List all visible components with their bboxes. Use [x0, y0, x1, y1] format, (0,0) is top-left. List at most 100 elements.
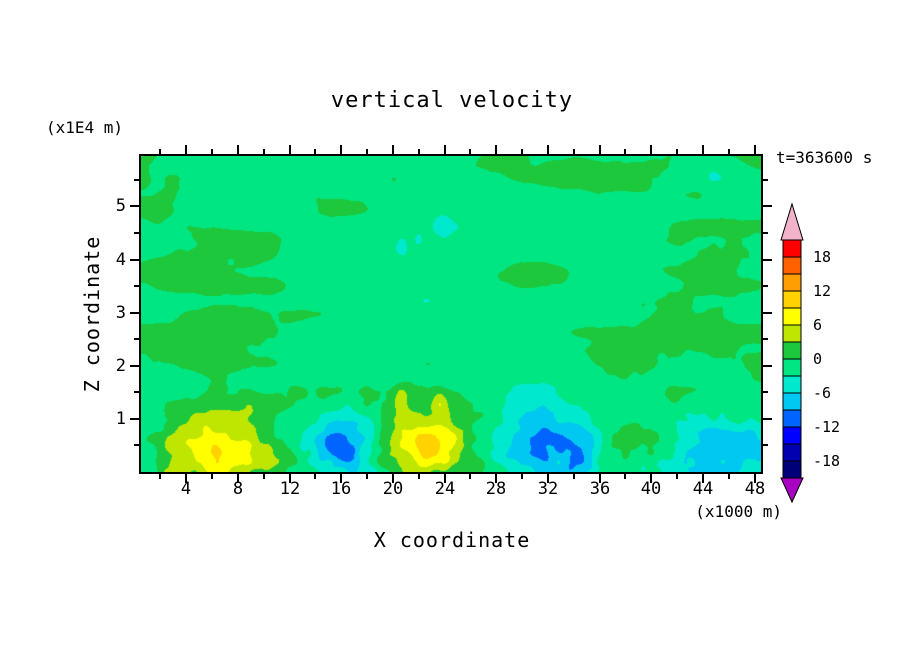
- axis-tick: [547, 474, 549, 483]
- axis-tick: [237, 145, 239, 154]
- colorbar-label: 18: [813, 248, 831, 266]
- axis-tick: [340, 145, 342, 154]
- axis-tick: [444, 474, 446, 483]
- axis-tick: [469, 474, 471, 479]
- colorbar-label: -12: [813, 418, 840, 436]
- x-tick-label: 40: [640, 479, 662, 499]
- x-tick-label: 32: [537, 479, 559, 499]
- y-tick-label: 5: [115, 196, 126, 216]
- x-tick-label: 44: [692, 479, 714, 499]
- axis-tick: [763, 232, 768, 234]
- axis-tick: [763, 444, 768, 446]
- axis-tick: [159, 149, 161, 154]
- x-tick-label: 48: [744, 479, 766, 499]
- axis-tick: [763, 391, 768, 393]
- axis-tick: [763, 259, 772, 261]
- axis-tick: [624, 149, 626, 154]
- axis-tick: [650, 145, 652, 154]
- axis-tick: [763, 338, 768, 340]
- axis-tick: [521, 474, 523, 479]
- axis-tick: [547, 145, 549, 154]
- axis-tick: [392, 145, 394, 154]
- colorbar-band: [782, 324, 802, 343]
- axis-tick: [495, 474, 497, 483]
- axis-tick: [134, 179, 139, 181]
- axis-tick: [418, 474, 420, 479]
- axis-tick: [763, 285, 768, 287]
- axis-tick: [211, 149, 213, 154]
- axis-tick: [624, 474, 626, 479]
- x-tick-label: 28: [485, 479, 507, 499]
- axis-tick: [392, 474, 394, 483]
- colorbar-label: 0: [813, 350, 822, 368]
- axis-tick: [728, 474, 730, 479]
- y-tick-label: 1: [115, 409, 126, 429]
- axis-tick: [599, 145, 601, 154]
- colorbar-band: [782, 341, 802, 360]
- axis-tick: [728, 149, 730, 154]
- colorbar-band: [782, 392, 802, 411]
- x-tick-label: 24: [434, 479, 456, 499]
- contour-field-canvas: [141, 156, 761, 472]
- x-tick-label: 12: [279, 479, 301, 499]
- axis-tick: [754, 474, 756, 483]
- axis-tick: [314, 474, 316, 479]
- axis-tick: [599, 474, 601, 483]
- axis-tick: [159, 474, 161, 479]
- x-tick-label: 36: [589, 479, 611, 499]
- axis-tick: [289, 474, 291, 483]
- axis-tick: [134, 285, 139, 287]
- colorbar: 18 12 6 0 -6 -12 -18: [780, 202, 840, 504]
- axis-tick: [763, 312, 772, 314]
- axis-tick: [676, 149, 678, 154]
- axis-tick: [763, 365, 772, 367]
- axis-tick: [130, 418, 139, 420]
- axis-tick: [573, 149, 575, 154]
- colorbar-band: [782, 460, 802, 479]
- axis-tick: [521, 149, 523, 154]
- x-axis-title: X coordinate: [373, 528, 531, 552]
- axis-tick: [444, 145, 446, 154]
- colorbar-band: [782, 426, 802, 445]
- colorbar-label: -18: [813, 452, 840, 470]
- colorbar-band: [782, 307, 802, 326]
- colorbar-label: 6: [813, 316, 822, 334]
- axis-tick: [211, 474, 213, 479]
- y-tick-label: 4: [115, 250, 126, 270]
- colorbar-over-arrow: [780, 202, 804, 241]
- axis-tick: [130, 205, 139, 207]
- axis-tick: [237, 474, 239, 483]
- axis-tick: [469, 149, 471, 154]
- axis-tick: [650, 474, 652, 483]
- axis-tick: [289, 145, 291, 154]
- x-tick-label: 20: [382, 479, 404, 499]
- axis-tick: [702, 474, 704, 483]
- colorbar-label: 12: [813, 282, 831, 300]
- axis-tick: [702, 145, 704, 154]
- colorbar-band: [782, 290, 802, 309]
- axis-tick: [185, 474, 187, 483]
- axis-tick: [366, 149, 368, 154]
- axis-tick: [418, 149, 420, 154]
- x-axis-unit-label: (x1000 m): [695, 502, 782, 521]
- colorbar-band: [782, 358, 802, 377]
- x-tick-label: 16: [330, 479, 352, 499]
- axis-tick: [763, 205, 772, 207]
- axis-tick: [754, 145, 756, 154]
- plot-frame: [139, 154, 763, 474]
- colorbar-label: -6: [813, 384, 831, 402]
- axis-tick: [495, 145, 497, 154]
- y-tick-label: 3: [115, 303, 126, 323]
- x-tick-label: 8: [232, 479, 244, 499]
- axis-tick: [340, 474, 342, 483]
- timestamp-label: t=363600 s: [776, 148, 873, 167]
- axis-tick: [314, 149, 316, 154]
- axis-tick: [134, 444, 139, 446]
- axis-tick: [676, 474, 678, 479]
- axis-tick: [263, 474, 265, 479]
- axis-tick: [130, 365, 139, 367]
- axis-tick: [130, 312, 139, 314]
- axis-tick: [763, 418, 772, 420]
- y-axis-unit-label: (x1E4 m): [46, 118, 124, 137]
